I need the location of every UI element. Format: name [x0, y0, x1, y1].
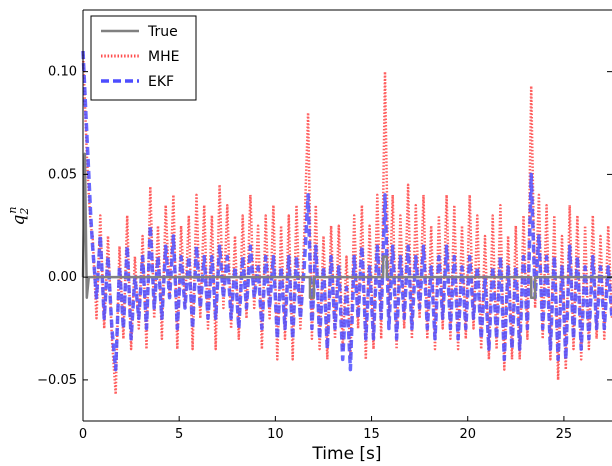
y-axis-label-sub: 2 — [18, 208, 31, 216]
legend: True MHE EKF — [90, 15, 197, 101]
y-tick-label: 0.05 — [48, 167, 77, 182]
x-tick-label: 10 — [267, 427, 284, 442]
series-layer — [81, 51, 612, 396]
y-axis-label: q2n — [6, 207, 31, 226]
y-axis-label-base: q — [9, 214, 29, 225]
y-tick-label: −0.05 — [37, 373, 77, 388]
series-line-true — [81, 152, 612, 299]
y-axis-label-sup: n — [6, 207, 19, 214]
x-tick-label: 5 — [175, 427, 183, 442]
y-tick-label: 0.00 — [48, 270, 77, 285]
x-axis-label: Time [s] — [311, 444, 381, 464]
legend-label-true: True — [147, 24, 178, 40]
x-tick-label: 20 — [459, 427, 476, 442]
x-ticks: 0 5 10 15 20 25 — [79, 416, 572, 442]
legend-box — [90, 15, 197, 101]
series-line-ekf — [81, 51, 612, 372]
x-tick-label: 25 — [556, 427, 573, 442]
x-tick-label: 15 — [363, 427, 380, 442]
y-tick-label: 0.10 — [48, 65, 77, 80]
legend-label-mhe: MHE — [148, 49, 179, 65]
x-tick-label: 0 — [79, 427, 87, 442]
axes-layer — [82, 9, 612, 422]
y-ticks: 0.10 0.05 0.00 −0.05 — [37, 65, 612, 388]
legend-label-ekf: EKF — [148, 74, 174, 90]
